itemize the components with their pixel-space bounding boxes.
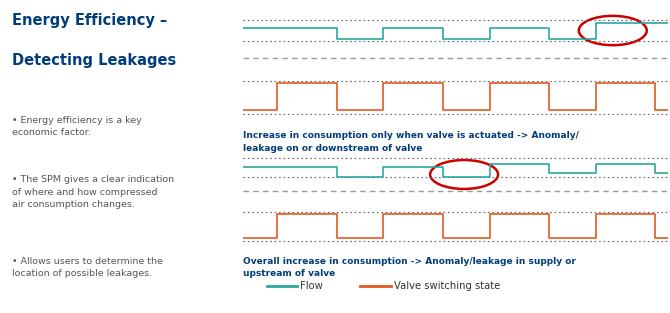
Text: • The SPM gives a clear indication
of where and how compressed
air consumption c: • The SPM gives a clear indication of wh… <box>12 175 174 209</box>
Text: Energy Efficiency –: Energy Efficiency – <box>12 13 168 28</box>
Text: • Allows users to determine the
location of possible leakages.: • Allows users to determine the location… <box>12 257 163 278</box>
Text: Flow: Flow <box>300 281 323 291</box>
Text: Overall increase in consumption -> Anomaly/leakage in supply or
upstream of valv: Overall increase in consumption -> Anoma… <box>243 257 576 278</box>
Text: • Energy efficiency is a key
economic factor.: • Energy efficiency is a key economic fa… <box>12 116 142 137</box>
Text: Detecting Leakages: Detecting Leakages <box>12 53 176 68</box>
Text: Valve switching state: Valve switching state <box>394 281 500 291</box>
Text: Increase in consumption only when valve is actuated -> Anomaly/
leakage on or do: Increase in consumption only when valve … <box>243 131 579 153</box>
